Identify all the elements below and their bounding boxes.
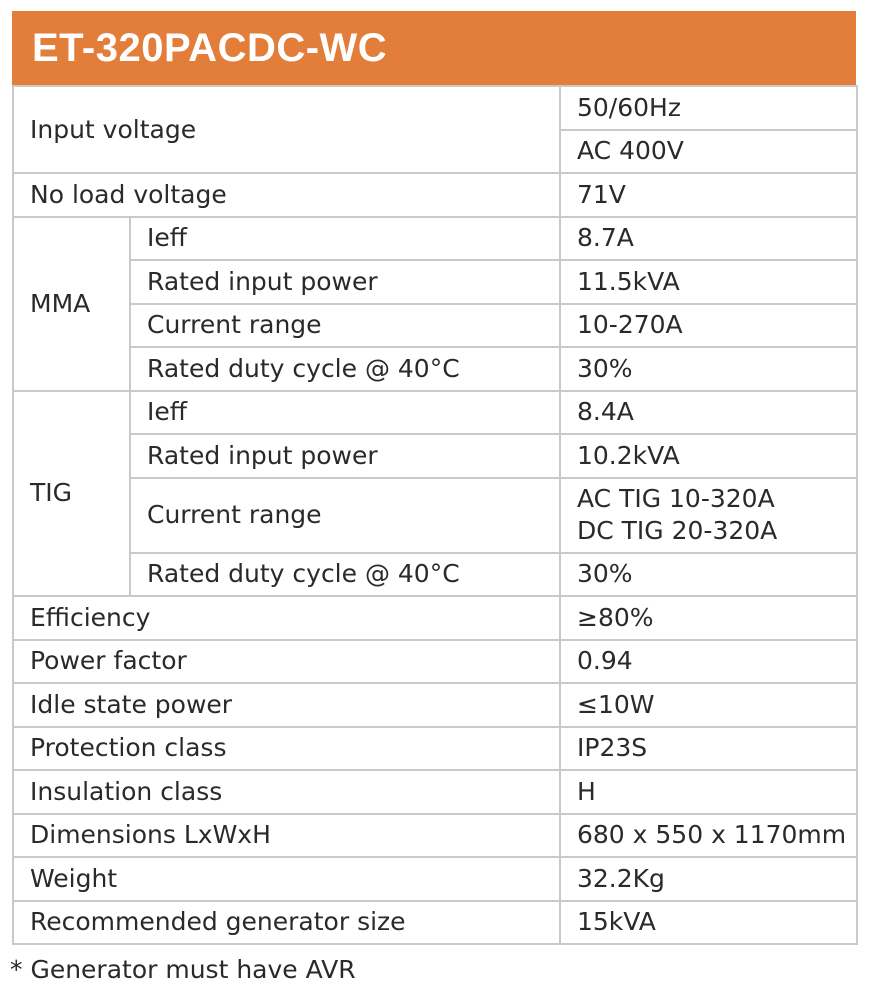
table-row: No load voltage 71V [12,172,858,218]
row-value: 680 x 550 x 1170mm [559,812,858,858]
row-label: Input voltage [12,85,561,174]
row-value: 71V [559,172,858,218]
table-row: Rated duty cycle @ 40°C 30% [13,551,858,597]
row-label: Ieff [129,389,561,435]
row-label: Rated input power [129,259,561,305]
row-value: 15kVA [559,899,858,945]
title-banner: ET-320PACDC-WC [12,11,856,85]
row-value: 32.2Kg [559,856,858,902]
row-label: No load voltage [12,172,561,218]
table-row: Current range AC TIG 10-320A DC TIG 20-3… [13,476,858,554]
row-label: Power factor [12,638,561,684]
table-row: Idle state power ≤10W [12,682,858,728]
row-label: Rated duty cycle @ 40°C [129,346,561,392]
table-row: Protection class IP23S [12,725,858,771]
group-label-tig: TIG [12,389,131,597]
value-line-ac: AC TIG 10-320A [577,484,775,513]
row-value: H [559,769,858,815]
table-row: Dimensions LxWxH 680 x 550 x 1170mm [12,812,858,858]
row-value: 8.4A [559,389,858,435]
row-value: ≥80% [559,595,858,641]
row-label: Weight [12,856,561,902]
group-label-mma: MMA [12,215,131,392]
table-row: Rated duty cycle @ 40°C 30% [13,346,858,392]
table-row: Current range 10-270A [13,302,858,348]
row-value: 0.94 [559,638,858,684]
table-row: Insulation class H [12,769,858,815]
row-label: Dimensions LxWxH [12,812,561,858]
table-row: AC 400V [13,128,858,174]
row-value: AC 400V [559,128,858,174]
row-value: 30% [559,346,858,392]
table-row: Rated input power 11.5kVA [13,259,858,305]
row-label: Rated duty cycle @ 40°C [129,551,561,597]
row-label: Efficiency [12,595,561,641]
table-row: TIG Ieff 8.4A [12,389,858,597]
row-value: ≤10W [559,682,858,728]
row-label: Current range [129,302,561,348]
table-row: Power factor 0.94 [12,638,858,684]
row-label: Idle state power [12,682,561,728]
product-title: ET-320PACDC-WC [32,25,388,70]
value-line-dc: DC TIG 20-320A [577,516,778,545]
spec-table: Input voltage 50/60Hz AC 400V No load vo… [12,85,858,945]
row-label: Recommended generator size [12,899,561,945]
row-value: AC TIG 10-320A DC TIG 20-320A [559,476,858,554]
row-label: Ieff [129,215,561,261]
row-label: Insulation class [12,769,561,815]
row-label: Rated input power [129,433,561,479]
row-value: IP23S [559,725,858,771]
row-value: 10-270A [559,302,858,348]
table-row: MMA Ieff 8.7A [12,215,858,392]
row-value: 10.2kVA [559,433,858,479]
table-row: Rated input power 10.2kVA [13,433,858,479]
table-row: Efficiency ≥80% [12,595,858,641]
footnote: * Generator must have AVR [10,955,356,984]
row-value: 30% [559,551,858,597]
table-row: Recommended generator size 15kVA [12,899,858,945]
table-row: Weight 32.2Kg [12,856,858,902]
row-label: Current range [129,476,561,554]
row-label: Protection class [12,725,561,771]
row-value: 11.5kVA [559,259,858,305]
row-value: 50/60Hz [559,85,858,131]
row-value: 8.7A [559,215,858,261]
table-row: Input voltage 50/60Hz [12,85,858,174]
